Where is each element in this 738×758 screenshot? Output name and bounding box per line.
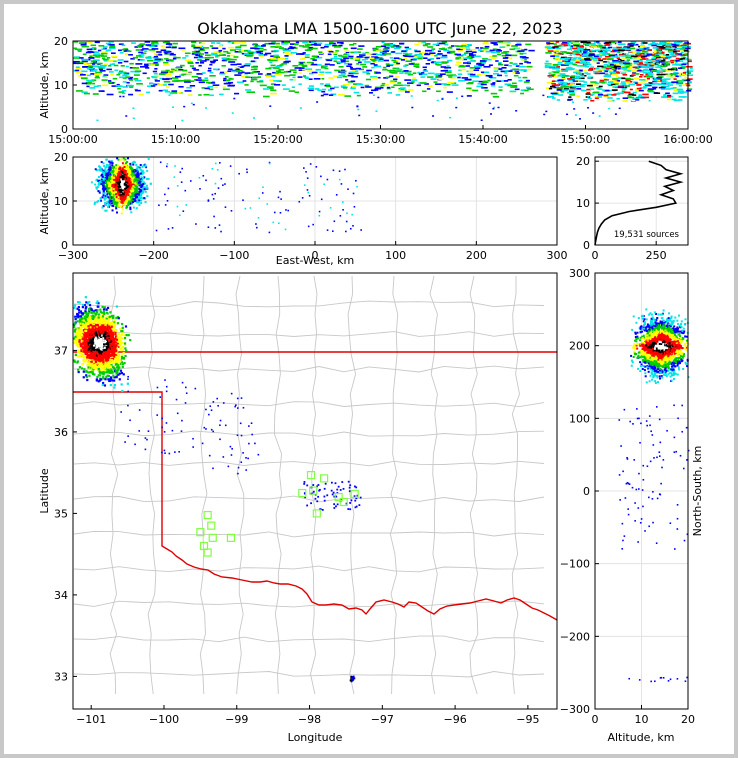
ew-tick-label: 100 [385,249,406,262]
altitude-tick-label: 20 [54,35,68,48]
latitude-tick-label: 36 [54,426,68,439]
lma-station-marker [298,488,307,498]
figure-frame: Oklahoma LMA 1500-1600 UTC June 22, 2023… [4,4,734,754]
east-west-y-label: Altitude, km [38,167,51,234]
ew-altitude-tick-label: 0 [61,239,68,252]
time-tick-label: 15:40:00 [458,133,507,146]
north-south-tick-label: 100 [569,412,590,425]
east-west-x-label: East-West, km [276,254,354,267]
plan-view-density [73,296,362,683]
altitude-histogram-panel: 0 250 0 10 20 19,531 sources [576,155,689,262]
ew-tick-label: −100 [219,249,249,262]
lma-station-marker [196,528,205,537]
lma-station-marker [226,533,236,542]
ew-altitude-tick-label: 20 [54,151,68,164]
altitude-profile-line [594,160,684,246]
state-border-line [73,351,558,621]
hist-altitude-tick-label: 20 [576,155,590,168]
lma-station-marker [208,533,217,542]
time-tick-label: 15:00:00 [48,133,97,146]
north-south-tick-label: −100 [560,558,590,571]
north-south-tick-label: −200 [560,630,590,643]
ew-tick-label: 0 [312,249,319,262]
hist-count-tick-label: 250 [646,249,667,262]
ew-tick-label: 200 [466,249,487,262]
lma-station-marker [306,471,316,480]
altitude-ns-panel: 0 10 20 −300 −200 −100 0 100 200 300 Altitude, km… [560,267,704,744]
altitude-tick-label: 10 [54,79,68,92]
time-height-y-label: Altitude, km [38,51,51,118]
county-boundaries [73,275,545,695]
time-tick-label: 15:30:00 [356,133,405,146]
latitude-tick-label: 33 [54,670,68,683]
ns-altitude-tick-label: 10 [635,713,649,726]
longitude-tick-label: −95 [516,713,539,726]
latitude-label: Latitude [38,468,51,514]
lma-station-marker [339,497,348,507]
altitude-tick-label: 0 [61,123,68,136]
longitude-label: Longitude [288,731,343,744]
ns-altitude-tick-label: 20 [681,713,695,726]
altitude-ns-x-label: Altitude, km [607,731,674,744]
north-south-tick-label: 200 [569,340,590,353]
longitude-tick-label: −101 [76,713,106,726]
latitude-tick-label: 35 [54,507,68,520]
north-south-tick-label: 0 [583,485,590,498]
longitude-tick-label: −98 [298,713,321,726]
lma-station-marker [207,521,216,530]
time-height-density [73,41,694,122]
lma-station-marker [203,510,212,520]
north-south-tick-label: −300 [560,703,590,716]
hist-count-tick-label: 0 [592,249,599,262]
lma-station-marker [203,548,212,557]
hist-altitude-tick-label: 10 [576,197,590,210]
time-tick-label: 15:10:00 [151,133,200,146]
lma-station-marker [312,509,321,518]
latitude-tick-label: 37 [54,344,68,357]
time-tick-label: 16:00:00 [663,133,712,146]
ew-tick-label: −200 [139,249,169,262]
time-tick-label: 15:50:00 [561,133,610,146]
ew-tick-label: −300 [58,249,88,262]
time-tick-label: 15:20:00 [253,133,302,146]
longitude-tick-label: −100 [149,713,179,726]
lma-station-marker [334,493,343,502]
longitude-tick-label: −99 [225,713,248,726]
ew-altitude-tick-label: 10 [54,195,68,208]
altitude-ns-density [618,308,690,683]
lma-figure: Oklahoma LMA 1500-1600 UTC June 22, 2023… [38,19,713,744]
longitude-tick-label: −96 [443,713,466,726]
lma-station-marker [309,486,318,495]
latitude-tick-label: 34 [54,589,68,602]
east-west-panel: −300 −200 −100 0 100 200 300 0 10 20 East-West, k… [38,151,568,267]
ew-tick-label: 300 [547,249,568,262]
longitude-tick-label: −97 [371,713,394,726]
ns-altitude-tick-label: 0 [592,713,599,726]
source-count-annotation: 19,531 sources [614,230,680,240]
chart-title: Oklahoma LMA 1500-1600 UTC June 22, 2023 [197,19,563,38]
east-west-density [90,157,362,234]
north-south-y-label: North-South, km [691,446,704,537]
north-south-tick-label: 300 [569,267,590,280]
lma-station-marker [319,474,329,483]
time-height-panel: 15:00:00 15:10:00 15:20:00 15:30:00 15:40:00… [38,35,713,146]
hist-altitude-tick-label: 0 [583,239,590,252]
plan-view-panel: −101 −100 −99 −98 −97 −96 −95 33 34 35 36 37 Longit… [38,272,558,744]
lma-station-marker [350,489,359,498]
